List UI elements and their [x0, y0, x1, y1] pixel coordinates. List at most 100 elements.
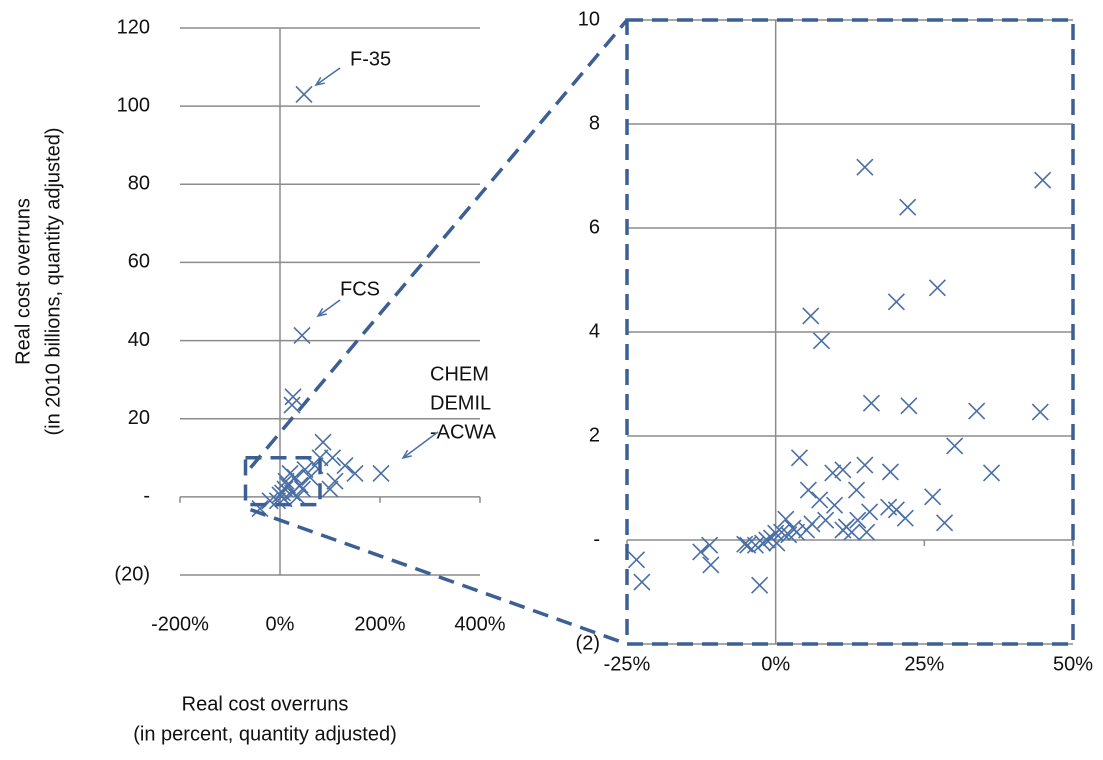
point [336, 457, 354, 475]
point [861, 503, 879, 521]
point [346, 464, 364, 482]
y-tick-label: - [593, 528, 600, 550]
point [278, 476, 297, 494]
point [768, 534, 786, 552]
point [633, 573, 651, 591]
y-tick-label: 10 [578, 8, 600, 30]
point [326, 472, 344, 490]
point [849, 511, 867, 529]
y-tick-label: (2) [576, 632, 600, 654]
x-axis-label: (in percent, quantity adjusted) [133, 723, 397, 745]
point [295, 85, 313, 103]
point [834, 461, 852, 479]
y-tick-label: (20) [114, 563, 150, 585]
zoom-frame [625, 18, 1075, 646]
arrow-head [401, 449, 412, 460]
point [283, 396, 301, 414]
y-tick-label: 6 [589, 216, 600, 238]
y-axis-label: Real cost overruns [12, 198, 34, 365]
point [799, 481, 817, 499]
point [296, 460, 314, 479]
y-tick-label: 20 [128, 407, 150, 429]
point [701, 536, 719, 554]
zoom-box [243, 456, 322, 507]
point [692, 543, 710, 561]
point [935, 514, 954, 532]
point [702, 556, 720, 574]
annotation-arrow [315, 67, 341, 86]
point [311, 449, 329, 467]
x-axis-label: Real cost overruns [182, 693, 349, 715]
y-tick-label: 4 [589, 320, 600, 342]
point [968, 402, 986, 420]
point [858, 523, 876, 541]
point [777, 510, 795, 528]
point [856, 456, 874, 474]
annotation: F-35 [350, 48, 391, 70]
point [773, 523, 791, 541]
x-tick-label: 0% [761, 653, 790, 675]
x-tick-label: 400% [454, 613, 505, 635]
x-tick-label: 0% [266, 613, 295, 635]
point [847, 481, 866, 499]
y-axis-label: (in 2010 billions, quantity adjusted) [42, 128, 64, 436]
point [811, 491, 829, 509]
point [900, 397, 918, 415]
point [323, 449, 342, 467]
x-tick-label: -200% [151, 613, 209, 635]
zoom-connector [249, 508, 628, 646]
point [887, 501, 905, 519]
y-tick-label: - [143, 485, 150, 507]
zoom-connector [249, 18, 629, 469]
point [736, 535, 754, 553]
annotation: DEMIL [430, 392, 491, 414]
point [739, 536, 757, 554]
annotation: -ACWA [430, 421, 497, 443]
point [284, 388, 302, 406]
point [924, 488, 942, 506]
y-tick-label: 40 [128, 329, 150, 351]
point [281, 464, 299, 482]
point [856, 158, 874, 176]
point [314, 433, 332, 451]
y-tick-label: 60 [128, 251, 150, 273]
annotation-arrow [402, 431, 439, 459]
point [843, 523, 861, 541]
x-tick-label: 200% [354, 613, 405, 635]
arrow-head [314, 76, 325, 87]
point [825, 496, 844, 514]
x-tick-label: 25% [904, 653, 944, 675]
point [802, 307, 820, 325]
x-tick-label: -25% [604, 653, 651, 675]
point [1034, 171, 1052, 189]
point [293, 480, 312, 498]
point [1031, 403, 1049, 421]
y-tick-label: 100 [117, 94, 150, 116]
point [887, 293, 905, 311]
point [372, 464, 390, 482]
point [982, 464, 1001, 482]
point [928, 279, 946, 297]
annotation: CHEM [430, 363, 489, 385]
annotation: FCS [340, 278, 380, 300]
annotation-arrow [317, 299, 341, 317]
point [824, 464, 842, 482]
y-tick-label: 2 [589, 424, 600, 446]
point [301, 468, 319, 486]
y-tick-label: 80 [128, 173, 150, 195]
point [862, 394, 880, 412]
point [293, 326, 311, 345]
point [754, 534, 772, 552]
point [812, 332, 831, 350]
point [288, 488, 307, 506]
y-tick-label: 120 [117, 16, 150, 38]
point [321, 480, 339, 498]
point [751, 576, 769, 594]
point [627, 551, 646, 569]
y-tick-label: 8 [589, 112, 600, 134]
point [817, 511, 835, 529]
arrow-head [316, 307, 327, 318]
x-tick-label: 50% [1053, 653, 1093, 675]
